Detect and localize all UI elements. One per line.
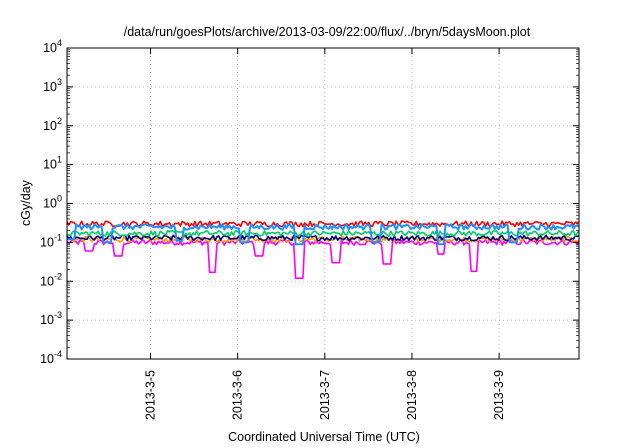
series-layer <box>66 220 580 280</box>
x-tick-label: 2013-3-7 <box>318 370 332 420</box>
x-tick-label: 2013-3-5 <box>144 370 158 420</box>
chart-title: /data/run/goesPlots/archive/2013-03-09/2… <box>124 25 531 39</box>
y-tick-label: 104 <box>43 38 62 55</box>
x-tick-label: 2013-3-9 <box>492 370 506 420</box>
y-axis-label: cGy/day <box>19 179 33 226</box>
y-tick-label: 10-1 <box>40 232 62 249</box>
series-line <box>67 223 580 246</box>
x-tick-label: 2013-3-8 <box>405 370 419 420</box>
grid <box>67 48 579 359</box>
y-tick-label: 103 <box>43 77 62 94</box>
series-line <box>66 238 580 280</box>
x-axis-label: Coordinated Universal Time (UTC) <box>228 430 420 444</box>
y-tick-label: 102 <box>43 116 62 133</box>
series-line <box>66 234 580 242</box>
y-tick-label: 100 <box>43 194 62 211</box>
x-tick-label: 2013-3-6 <box>231 370 245 420</box>
y-tick-label: 10-2 <box>40 271 62 288</box>
y-tick-label: 10-3 <box>40 310 62 327</box>
series-line <box>66 229 580 237</box>
y-axis: 104 103 102 101 100 10-1 10-2 10-3 10-4 <box>40 38 579 366</box>
y-tick-label: 10-4 <box>40 349 62 366</box>
x-axis: 2013-3-5 2013-3-6 2013-3-7 2013-3-8 2013-3-9 <box>144 48 506 420</box>
y-tick-label: 101 <box>43 155 62 172</box>
